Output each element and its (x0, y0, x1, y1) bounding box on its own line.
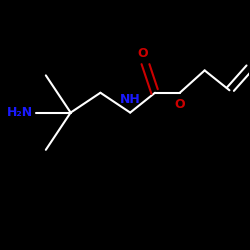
Text: O: O (174, 98, 185, 111)
Text: O: O (137, 48, 148, 60)
Text: NH: NH (120, 94, 141, 106)
Text: H₂N: H₂N (7, 106, 34, 119)
